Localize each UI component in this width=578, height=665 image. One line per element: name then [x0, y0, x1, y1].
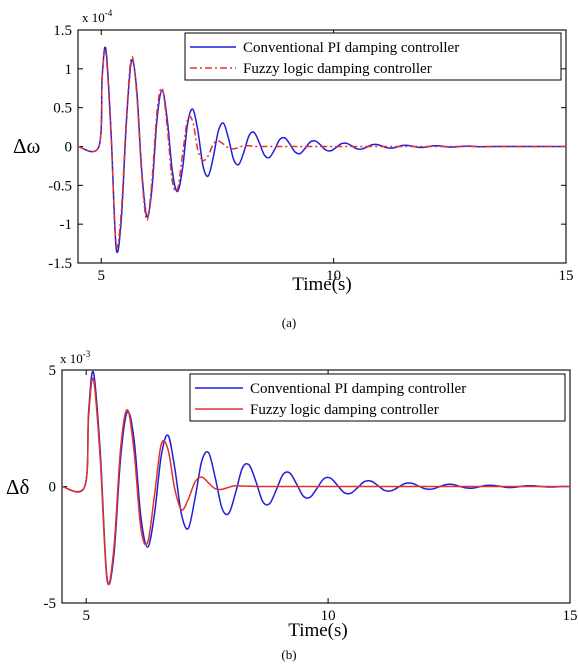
x-ticks-a: 5 10 15	[97, 30, 574, 284]
legend-entry-a-0: Conventional PI damping controller	[243, 40, 459, 56]
x-axis-label-b: Time(s)	[288, 620, 347, 641]
y-multiplier-b: x 10-3	[60, 349, 91, 366]
series-line-fuzzy-logic	[77, 49, 566, 248]
x-tick-label: 15	[563, 608, 578, 624]
legend-entry-b-0: Conventional PI damping controller	[250, 381, 466, 397]
y-tick-label: -1.5	[48, 256, 72, 272]
legend-a: Conventional PI damping controller Fuzzy…	[184, 32, 562, 81]
panel-b: 5 0 -5 5 10 15 x 10-3 Δδ Time(s) (b) Convent…	[6, 349, 578, 662]
panel-label-b: (b)	[281, 647, 296, 662]
y-ticks-a: 1.5 1 0.5 0 -0.5 -1 -1.5	[48, 23, 566, 272]
series-line-fuzzy-logic	[61, 377, 570, 586]
y-axis-label-a: Δω	[13, 134, 40, 158]
legend-entry-b-1: Fuzzy logic damping controller	[250, 402, 439, 418]
legend-entry-a-1: Fuzzy logic damping controller	[243, 61, 432, 77]
x-ticks-b: 5 10 15	[82, 370, 578, 624]
x-tick-label: 10	[321, 608, 336, 624]
y-axis-label-b: Δδ	[6, 475, 30, 499]
panel-label-a: (a)	[282, 315, 296, 330]
x-tick-label: 10	[326, 268, 341, 284]
y-multiplier-a: x 10-4	[82, 8, 113, 25]
y-tick-label: 1.5	[53, 23, 72, 39]
panel-a: 1.5 1 0.5 0 -0.5 -1 -1.5 5 10 15 x 10-4 Δω Time(…	[13, 8, 574, 330]
y-tick-label: 0.5	[53, 101, 72, 117]
x-axis-label-a: Time(s)	[292, 274, 351, 295]
y-tick-label: -0.5	[48, 178, 72, 194]
x-tick-label: 15	[559, 268, 574, 284]
series-a	[77, 46, 566, 254]
y-tick-label: -5	[44, 596, 57, 612]
x-tick-label: 5	[82, 608, 90, 624]
y-tick-label: 0	[65, 140, 73, 156]
y-tick-label: 0	[49, 480, 57, 496]
series-line-conventional-pi	[61, 370, 571, 586]
y-tick-label: 5	[49, 363, 57, 379]
legend-b: Conventional PI damping controller Fuzzy…	[189, 373, 566, 422]
y-tick-label: 1	[65, 62, 73, 78]
series-b	[61, 370, 571, 586]
x-tick-label: 5	[97, 268, 105, 284]
y-tick-label: -1	[60, 217, 73, 233]
